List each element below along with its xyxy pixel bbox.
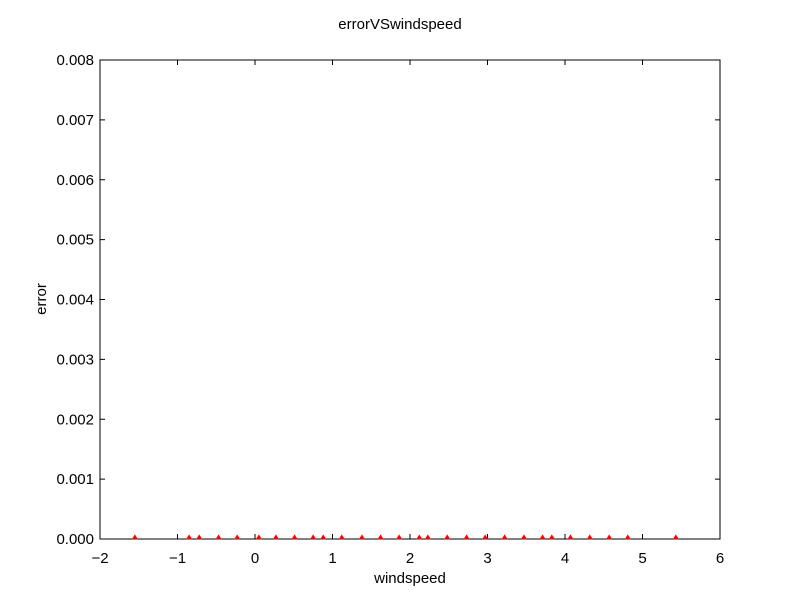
y-tick-label: 0.006 [56,172,94,189]
y-tick-label: 0.002 [56,411,94,428]
y-tick-label: 0.007 [56,112,94,129]
data-point [255,534,262,540]
y-axis: 0.000 0.001 0.002 0.003 0.004 0.005 0.006 0.007… [56,52,720,548]
data-point [606,534,613,540]
data-point [215,534,222,540]
chart-title: errorVSwindspeed [338,16,461,33]
data-point [234,534,241,540]
data-points [131,534,679,540]
data-point [586,534,593,540]
x-axis-label: windspeed [373,570,446,587]
data-point [548,534,555,540]
data-point [358,534,365,540]
data-point [501,534,508,540]
plot-frame [99,59,721,540]
x-tick-label: 2 [406,550,414,567]
x-tick-label: 0 [251,550,259,567]
x-tick-label: 3 [483,550,491,567]
data-point [416,534,423,540]
data-point [482,534,489,540]
data-point [196,534,203,540]
data-point [672,534,679,540]
y-tick-label: 0.003 [56,351,94,368]
data-point [520,534,527,540]
data-point [320,534,327,540]
data-point [272,534,279,540]
data-point [539,534,546,540]
x-tick-label: −2 [91,550,108,567]
data-point [624,534,631,540]
data-point [444,534,451,540]
x-tick-label: −1 [169,550,186,567]
y-tick-label: 0.005 [56,232,94,249]
data-point [377,534,384,540]
y-tick-label: 0.001 [56,471,94,488]
y-tick-label: 0.000 [56,531,94,548]
y-tick-label: 0.004 [56,292,94,309]
y-tick-label: 0.008 [56,52,94,69]
data-point [567,534,574,540]
data-point [310,534,317,540]
x-tick-label: 6 [716,550,724,567]
x-tick-label: 4 [561,550,569,567]
y-axis-label: error [33,283,50,315]
data-point [291,534,298,540]
x-tick-label: 1 [328,550,336,567]
data-point [131,534,138,540]
data-point [186,534,193,540]
data-point [338,534,345,540]
x-axis: −2 −1 0 1 2 3 4 5 6 [91,60,724,567]
data-point [463,534,470,540]
data-point [424,534,431,540]
data-point [396,534,403,540]
x-tick-label: 5 [638,550,646,567]
